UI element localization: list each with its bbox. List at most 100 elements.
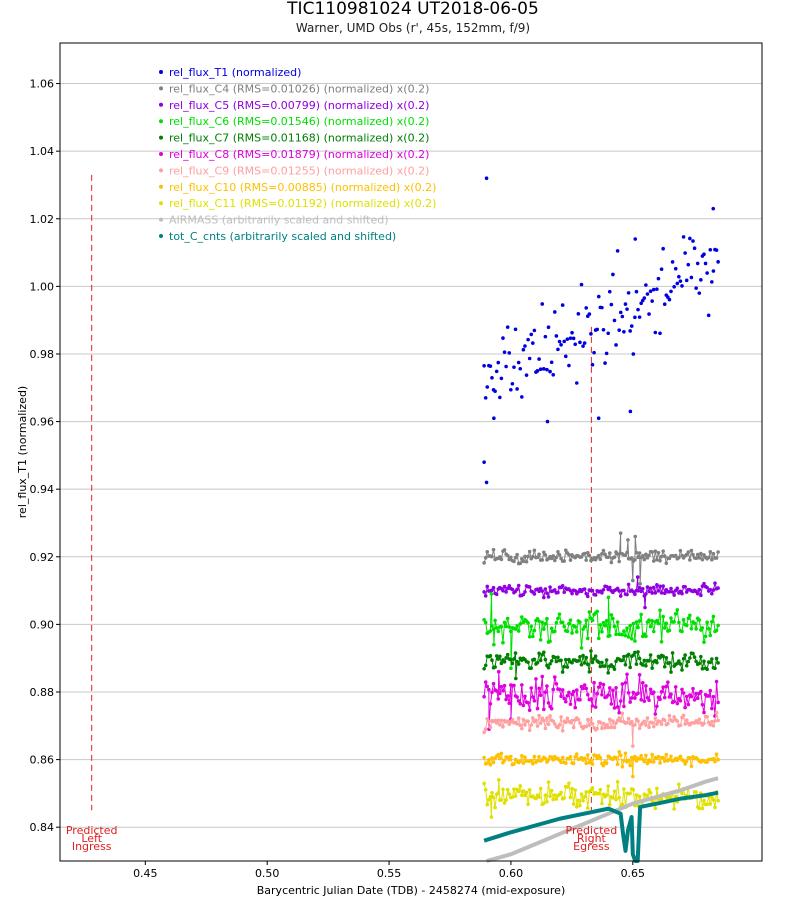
legend-marker: [159, 119, 163, 124]
legend-entry: rel_flux_C8 (RMS=0.01879) (normalized) x…: [169, 148, 429, 161]
data-point: [651, 724, 656, 729]
data-point: [521, 620, 526, 625]
data-point: [491, 585, 496, 590]
data-point: [581, 798, 585, 803]
data-point: [570, 631, 574, 635]
data-point: [612, 789, 617, 794]
data-point: [505, 719, 510, 724]
data-point: [593, 593, 598, 597]
data-point: [625, 550, 629, 555]
data-point: [603, 726, 607, 730]
data-point: [507, 757, 512, 762]
data-point: [680, 284, 684, 288]
data-point: [615, 620, 620, 624]
data-point: [629, 324, 634, 328]
data-point: [590, 588, 595, 593]
data-point: [584, 686, 589, 691]
data-point: [482, 755, 486, 760]
data-point: [637, 619, 642, 623]
data-point: [585, 662, 590, 667]
data-point: [631, 352, 636, 356]
data-point: [607, 686, 612, 690]
data-point: [644, 634, 648, 638]
data-point: [659, 639, 664, 644]
data-point: [595, 609, 599, 614]
data-point: [625, 592, 629, 597]
data-point: [664, 621, 669, 626]
data-point: [658, 608, 662, 613]
data-point: [644, 592, 648, 596]
data-point: [714, 556, 719, 560]
data-point: [611, 272, 615, 277]
data-point: [708, 802, 713, 806]
data-point: [595, 327, 599, 332]
data-point: [662, 302, 667, 307]
data-point: [713, 719, 717, 723]
data-point: [655, 786, 659, 791]
prediction-lines: [91, 174, 592, 811]
data-point: [661, 755, 665, 760]
y-tick-label: 0.92: [30, 551, 55, 564]
data-point: [505, 553, 510, 558]
data-point: [699, 278, 703, 282]
data-point: [648, 653, 653, 657]
data-point: [711, 614, 716, 619]
data-point: [551, 797, 556, 802]
data-point: [571, 689, 576, 694]
data-point: [483, 396, 488, 400]
data-point: [483, 663, 488, 668]
data-point: [620, 711, 625, 716]
data-point: [554, 659, 559, 664]
data-point: [686, 262, 691, 267]
data-point: [636, 555, 640, 560]
data-point: [633, 237, 638, 241]
prediction-label: Predicted: [566, 824, 618, 837]
data-point: [587, 312, 592, 316]
data-point: [549, 788, 554, 793]
data-point: [656, 276, 661, 281]
data-point: [520, 615, 524, 619]
data-point: [607, 717, 612, 722]
data-point: [557, 553, 562, 557]
data-point: [617, 750, 621, 754]
data-point: [535, 724, 540, 728]
data-point: [639, 301, 643, 306]
data-point: [496, 778, 501, 782]
data-point: [490, 658, 494, 663]
data-point: [559, 342, 563, 347]
data-point: [606, 555, 610, 560]
data-point: [681, 618, 686, 622]
data-point: [488, 701, 493, 706]
data-point: [505, 616, 510, 621]
data-point: [494, 654, 499, 658]
data-point: [538, 367, 543, 372]
data-point: [490, 376, 494, 380]
data-point: [675, 701, 680, 706]
data-point: [714, 752, 719, 757]
data-point: [680, 668, 684, 672]
data-point: [485, 684, 490, 689]
data-point: [639, 697, 643, 702]
data-point: [548, 714, 552, 718]
data-point: [523, 723, 527, 727]
data-point: [494, 689, 499, 693]
legend-entry: rel_flux_C5 (RMS=0.00799) (normalized) x…: [169, 99, 429, 112]
data-point: [573, 624, 578, 629]
data-point: [642, 658, 647, 663]
data-point: [556, 725, 560, 730]
data-point: [531, 634, 535, 639]
data-point: [515, 552, 519, 557]
data-point: [484, 176, 489, 181]
data-point: [675, 281, 680, 286]
data-point: [491, 627, 496, 632]
data-point: [634, 289, 639, 294]
data-point: [628, 665, 632, 670]
data-point: [593, 654, 598, 658]
data-point: [487, 687, 491, 692]
data-point: [661, 584, 665, 588]
data-point: [617, 589, 621, 593]
series: [482, 669, 720, 731]
data-point: [702, 640, 706, 644]
data-point: [655, 618, 659, 623]
